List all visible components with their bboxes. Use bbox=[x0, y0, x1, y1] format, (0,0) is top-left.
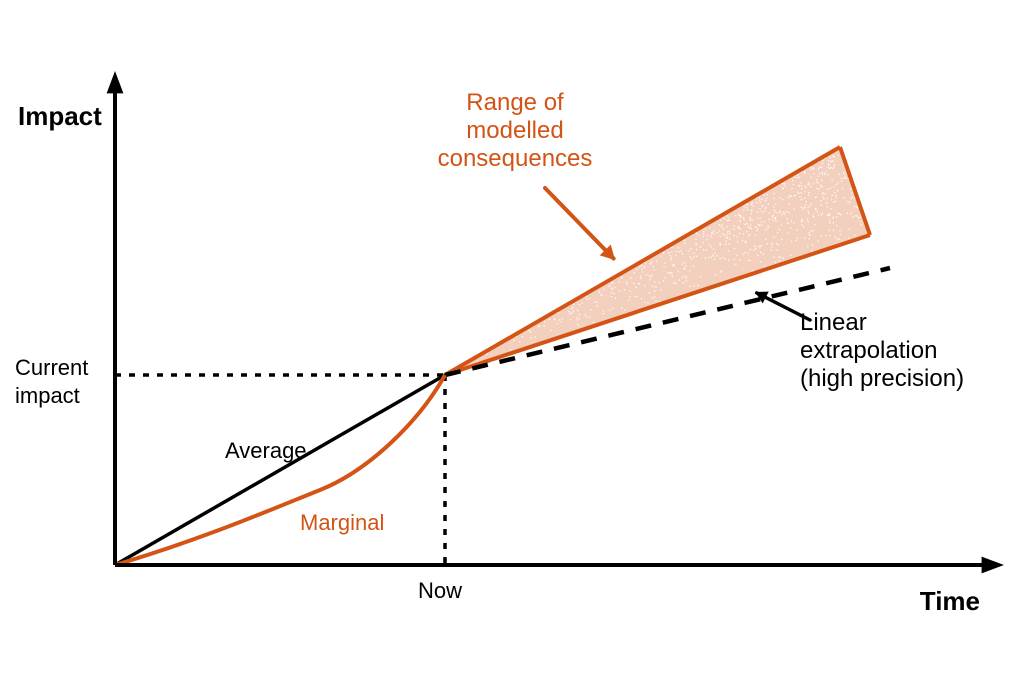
current-impact-label: Currentimpact bbox=[15, 355, 88, 408]
average-label: Average bbox=[225, 438, 307, 463]
fan-label: Range ofmodelledconsequences bbox=[438, 89, 593, 172]
fan-arrow bbox=[545, 188, 615, 260]
y-axis-label: Impact bbox=[18, 101, 102, 131]
linear-extrap-label: Linearextrapolation(high precision) bbox=[800, 309, 964, 392]
impact-vs-time-diagram: Impact Time Currentimpact Now Average Ma… bbox=[0, 0, 1024, 699]
x-axis-label: Time bbox=[920, 586, 980, 616]
average-line bbox=[115, 375, 445, 565]
now-tick-label: Now bbox=[418, 578, 462, 603]
marginal-label: Marginal bbox=[300, 510, 384, 535]
